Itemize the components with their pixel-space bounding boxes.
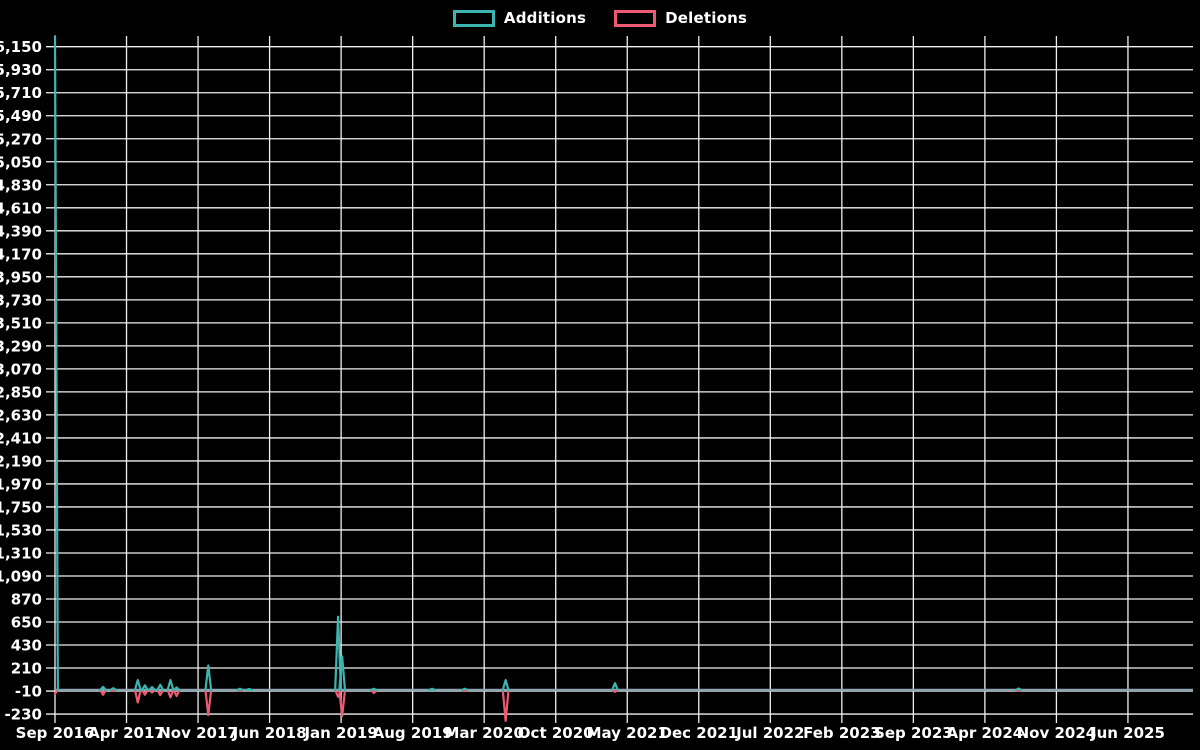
x-tick-label: Jun 2018 [232, 724, 307, 742]
y-tick-label: 4,390 [0, 222, 42, 240]
additions-series-path [53, 35, 1023, 692]
y-tick-label: -10 [15, 683, 42, 701]
legend-item-additions[interactable]: Additions [452, 9, 587, 27]
x-tick-label: Jul 2022 [735, 724, 804, 742]
additions-swatch-icon [452, 9, 495, 27]
legend-item-deletions[interactable]: Deletions [614, 9, 747, 27]
y-tick-label: 430 [11, 637, 42, 655]
y-tick-label: 6,150 [0, 38, 42, 56]
x-tick-label: Nov 2017 [158, 724, 238, 742]
y-tick-label: 2,850 [0, 383, 42, 401]
y-tick-label: 2,630 [0, 406, 42, 424]
y-tick-label: 5,490 [0, 107, 42, 125]
y-tick-label: 4,170 [0, 245, 42, 263]
x-tick-label: Dec 2021 [660, 724, 739, 742]
y-tick-label: 1,530 [0, 521, 42, 539]
y-tick-label: 2,190 [0, 452, 42, 470]
y-tick-label: 5,710 [0, 84, 42, 102]
x-tick-label: Feb 2023 [803, 724, 881, 742]
x-tick-label: Apr 2017 [88, 724, 165, 742]
y-tick-label: 5,050 [0, 153, 42, 171]
y-tick-label: 4,830 [0, 176, 42, 194]
x-tick-label: May 2021 [587, 724, 668, 742]
x-tick-label: Jun 2025 [1090, 724, 1165, 742]
deletions-swatch-icon [614, 9, 657, 27]
x-tick-label: Jan 2019 [303, 724, 377, 742]
y-tick-label: 4,610 [0, 199, 42, 217]
y-tick-label: 210 [11, 660, 42, 678]
y-tick-label: 3,070 [0, 360, 42, 378]
y-tick-label: 3,730 [0, 291, 42, 309]
y-tick-label: 1,310 [0, 544, 42, 562]
deletions-legend-label: Deletions [665, 9, 748, 27]
y-tick-label: 2,410 [0, 429, 42, 447]
y-tick-label: -230 [4, 706, 42, 724]
y-tick-label: 1,970 [0, 475, 42, 493]
y-tick-label: 5,930 [0, 61, 42, 79]
x-tick-label: Sep 2023 [874, 724, 953, 742]
y-tick-label: 1,090 [0, 567, 42, 585]
y-tick-label: 3,510 [0, 314, 42, 332]
x-tick-label: Mar 2020 [444, 724, 523, 742]
y-tick-label: 650 [11, 614, 42, 632]
x-tick-label: Nov 2024 [1017, 724, 1097, 742]
deletions-series-path [53, 688, 1023, 722]
y-tick-label: 3,290 [0, 337, 42, 355]
x-tick-label: Apr 2024 [947, 724, 1024, 742]
y-tick-label: 1,750 [0, 498, 42, 516]
x-tick-label: Oct 2020 [518, 724, 594, 742]
additions-legend-label: Additions [503, 9, 587, 27]
chart-legend: Additions Deletions [0, 6, 1200, 30]
x-tick-label: Sep 2016 [16, 724, 95, 742]
y-tick-label: 870 [11, 590, 42, 608]
y-tick-label: 3,950 [0, 268, 42, 286]
x-tick-label: Aug 2019 [373, 724, 453, 742]
y-tick-label: 5,270 [0, 130, 42, 148]
